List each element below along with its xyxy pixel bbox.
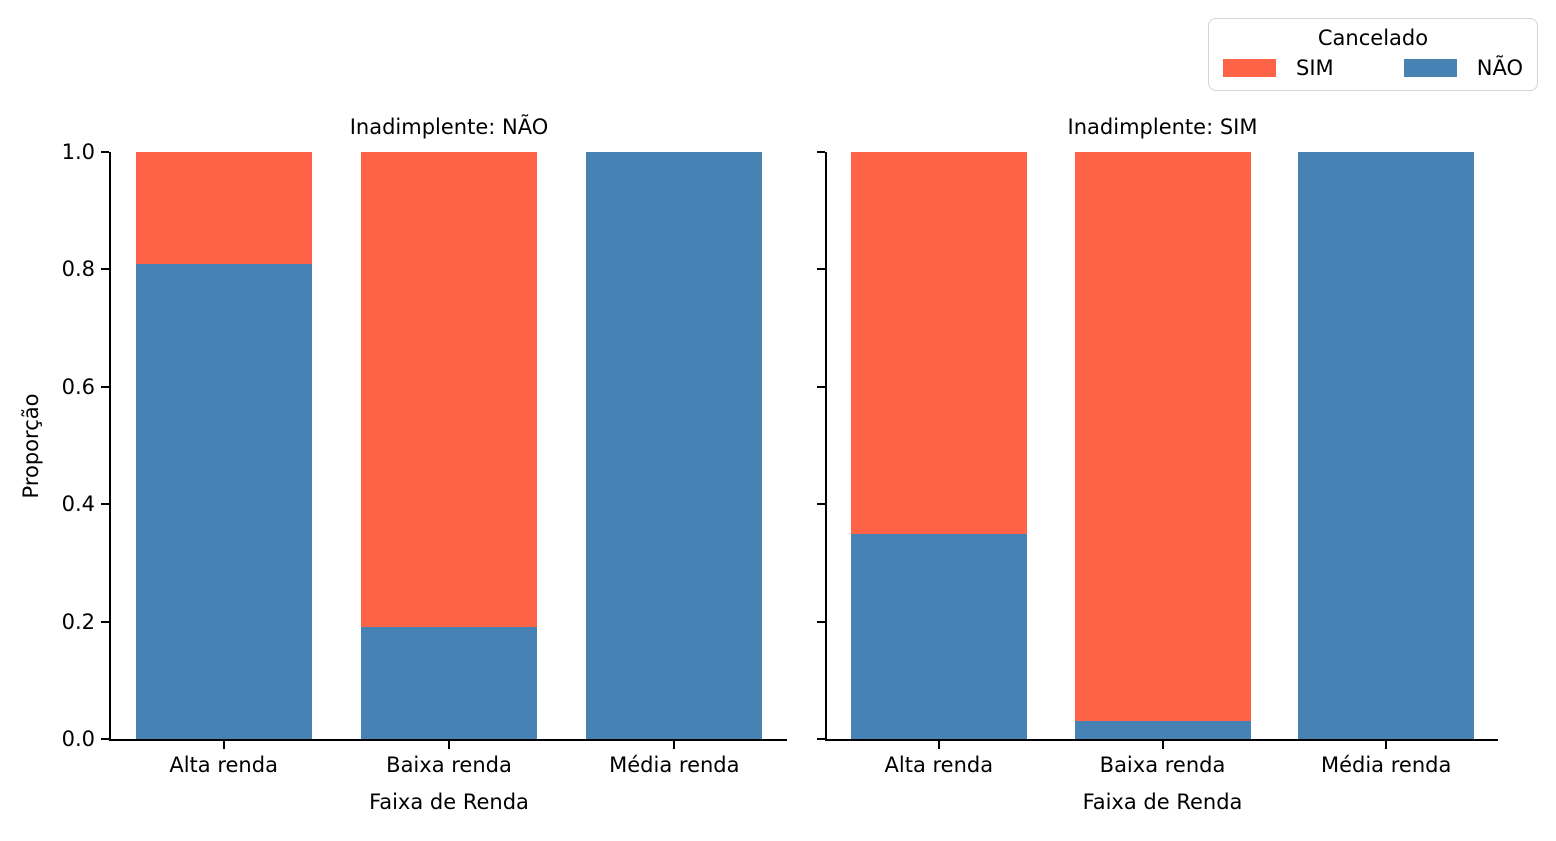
stacked-bar	[135, 152, 312, 739]
y-tick-label: 0.6	[61, 374, 95, 399]
y-tick-label: 1.0	[61, 140, 95, 164]
x-tick-label: Baixa renda	[386, 753, 512, 777]
bar-segment-sim	[361, 152, 537, 628]
y-tick-mark	[817, 385, 825, 388]
stacked-bar	[850, 152, 1027, 739]
y-tick-mark	[817, 620, 825, 623]
bar-segment-nao	[1298, 152, 1475, 739]
x-tick-mark	[448, 741, 450, 749]
y-tick-mark	[101, 151, 109, 153]
x-tick-mark	[937, 741, 940, 749]
x-tick-mark	[1385, 741, 1388, 749]
y-tick-label: 0.2	[61, 609, 95, 634]
y-tick-mark	[101, 738, 109, 740]
bar-segment-nao	[586, 152, 763, 739]
x-tick-mark	[1161, 741, 1164, 749]
y-tick-mark	[101, 385, 109, 388]
bar-segment-sim	[850, 152, 1027, 534]
x-tick-mark	[673, 741, 676, 749]
bar-segment-sim	[135, 152, 312, 264]
legend-label-sim: SIM	[1296, 56, 1334, 80]
legend-swatch-nao-icon	[1403, 59, 1457, 77]
legend: Cancelado SIM NÃO	[1208, 18, 1538, 91]
y-axis-label: Proporção	[19, 393, 43, 499]
bar-segment-nao	[1074, 721, 1251, 739]
bar-segment-sim	[1074, 152, 1251, 722]
bar-segment-nao	[850, 533, 1027, 739]
x-axis-label-left: Faixa de Renda	[369, 790, 529, 814]
x-tick-label: Alta renda	[169, 753, 278, 777]
facet-title-right: Inadimplente: SIM	[1067, 115, 1258, 139]
stacked-bar	[1074, 152, 1251, 739]
stacked-bar	[361, 152, 537, 739]
legend-swatch-sim-icon	[1223, 59, 1276, 77]
y-tick-label: 0.8	[61, 257, 95, 282]
stacked-bar	[1298, 152, 1475, 739]
axes-left: Alta renda Baixa renda Média renda 0.0 0.2 0.…	[62, 140, 787, 777]
y-tick-label: 0.4	[61, 492, 95, 517]
x-axis-label-right: Faixa de Renda	[1082, 790, 1243, 814]
legend-entry-sim: SIM	[1223, 56, 1334, 80]
y-tick-mark	[817, 503, 825, 506]
y-tick-mark	[817, 151, 825, 153]
legend-row: SIM NÃO	[1209, 56, 1537, 80]
axes-right: Alta renda Baixa renda Média renda	[817, 151, 1498, 777]
y-tick-mark	[817, 268, 825, 271]
facet-title-left: Inadimplente: NÃO	[349, 115, 549, 139]
legend-title: Cancelado	[1317, 26, 1429, 50]
y-tick-mark	[101, 268, 109, 271]
y-tick-label: 0.0	[61, 727, 95, 751]
stacked-bar	[586, 152, 763, 739]
bar-segment-nao	[135, 263, 312, 739]
y-tick-mark	[101, 620, 109, 623]
y-tick-mark	[817, 738, 825, 740]
y-tick-mark	[101, 503, 109, 506]
x-tick-mark	[222, 741, 225, 749]
x-tick-label: Baixa renda	[1099, 753, 1226, 777]
legend-entry-nao: NÃO	[1403, 56, 1523, 80]
bar-segment-nao	[361, 627, 537, 739]
x-tick-label: Média renda	[609, 753, 740, 777]
x-tick-label: Média renda	[1320, 753, 1452, 777]
legend-label-nao: NÃO	[1476, 56, 1523, 80]
x-tick-label: Alta renda	[884, 753, 994, 777]
